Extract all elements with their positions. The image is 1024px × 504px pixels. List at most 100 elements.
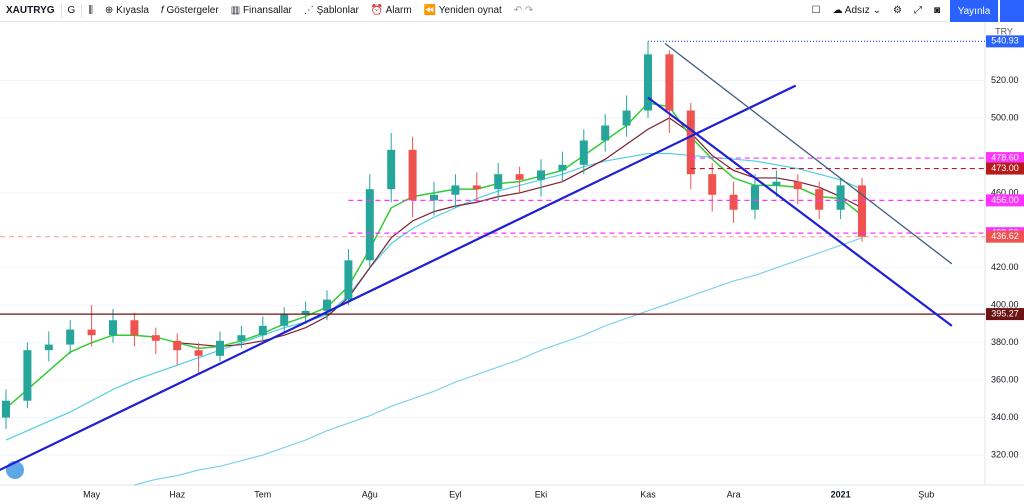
separator (81, 3, 83, 18)
price-label: 436.62 (991, 231, 1019, 241)
candle-body (301, 310, 310, 315)
candle-body (151, 335, 160, 341)
play-button[interactable] (999, 0, 1024, 22)
separator (60, 3, 62, 18)
label: Adsız (844, 5, 870, 16)
x-tick-label: Eki (535, 489, 548, 499)
undo-redo[interactable]: ↶ ↷ (513, 5, 534, 16)
compare[interactable]: ⊕ Kıyasla (104, 5, 149, 16)
label: Alarm (385, 5, 412, 16)
candle-body (280, 314, 289, 326)
expand[interactable]: ⤢ (913, 5, 922, 16)
fullscreen-box[interactable]: ☐ (811, 5, 821, 16)
chart-type[interactable]: ⫼ (88, 5, 93, 16)
candle-body (644, 54, 652, 111)
y-tick-label: 460.00 (991, 187, 1019, 197)
symbol[interactable]: XAUTRYG (6, 5, 55, 16)
y-tick-label: 320.00 (991, 449, 1019, 459)
moving-average (134, 237, 863, 486)
candle-body (44, 344, 53, 351)
alarm[interactable]: ⏰ Alarm (370, 5, 412, 16)
candle-body (515, 174, 524, 180)
candle-body (793, 181, 802, 190)
candle-body (216, 340, 224, 356)
x-tick-label: May (83, 489, 101, 499)
candle-body (23, 350, 32, 401)
label: Finansallar (242, 5, 292, 16)
trend-line (664, 42, 953, 265)
candle-body (472, 185, 481, 190)
candle-body (729, 194, 738, 210)
y-tick-label: 340.00 (991, 412, 1019, 422)
candle-body (494, 174, 503, 190)
candle-body (708, 174, 717, 195)
candle-body (2, 400, 10, 418)
label: Kıyasla (116, 5, 149, 16)
x-tick-label: Ağu (362, 489, 378, 499)
candle-body (686, 110, 695, 175)
replay[interactable]: ⏪ Yeniden oynat (423, 5, 502, 16)
candle-body (87, 329, 96, 336)
price-label-bg (986, 162, 1024, 175)
indicators[interactable]: f Göstergeler (160, 5, 219, 16)
candle-body (537, 170, 545, 180)
candle-body (430, 194, 438, 201)
y-tick-label: 520.00 (991, 75, 1019, 85)
price-label: 478.60 (991, 152, 1019, 162)
candle-body (772, 181, 781, 186)
snapshot[interactable]: ◙ (933, 5, 940, 16)
y-tick-label: 420.00 (991, 262, 1019, 272)
candle-body (836, 185, 845, 210)
x-tick-label: Ara (727, 489, 741, 499)
x-tick-label: Eyl (449, 489, 462, 499)
financials[interactable]: ▥ Finansallar (230, 5, 292, 16)
publish-button[interactable]: Yayınla (950, 0, 998, 22)
price-label-bg (986, 152, 1024, 165)
x-tick-label: Tem (254, 489, 271, 499)
label: Şablonlar (316, 5, 359, 16)
candle-body (66, 329, 75, 345)
x-tick-label: Şub (918, 489, 934, 499)
interval[interactable]: G (67, 5, 76, 16)
price-label: 456.00 (991, 195, 1019, 205)
candle-body (751, 185, 759, 210)
candle-body (237, 335, 246, 341)
candle-body (194, 350, 203, 356)
x-tick-label: Kas (640, 489, 656, 499)
candle-body (173, 340, 182, 351)
trend-line (0, 84, 797, 472)
candle-body (408, 149, 417, 201)
price-label-bg (986, 35, 1024, 48)
y-tick-label: 360.00 (991, 375, 1019, 385)
candle-body (365, 189, 374, 261)
templates[interactable]: ⋰ Şablonlar (303, 5, 359, 16)
toolbar: XAUTRYG G ⫼ ⊕ Kıyasla f Göstergeler ▥ Fi… (0, 0, 1024, 22)
price-label-bg (986, 194, 1024, 207)
candle-body (815, 189, 824, 210)
candle-body (579, 140, 588, 165)
candle-body (258, 325, 267, 336)
moving-average (177, 117, 863, 348)
x-tick-label: 2021 (831, 489, 851, 499)
currency: TRY (995, 26, 1013, 36)
y-tick-label: 500.00 (991, 112, 1019, 122)
trend-line (647, 96, 953, 327)
layout[interactable]: ☁ Adsız ⌄ (832, 5, 881, 16)
price-label: 540.93 (991, 36, 1019, 46)
settings[interactable]: ⚙ (892, 5, 902, 16)
candle-body (622, 110, 631, 126)
candle-body (109, 320, 117, 336)
y-tick-label: 380.00 (991, 337, 1019, 347)
candle-body (387, 149, 396, 190)
price-label-bg (986, 230, 1024, 243)
candle-body (858, 185, 866, 237)
label: Göstergeler (166, 5, 219, 16)
candle-body (130, 320, 139, 336)
chart: TRY 320.00 340.00 360.00 380.00 400.00 420.00… (0, 22, 1024, 499)
price-label-bg (986, 308, 1024, 321)
x-tick-label: Haz (169, 489, 186, 499)
moving-average (5, 102, 863, 409)
label: Yeniden oynat (438, 5, 502, 16)
candle-body (451, 185, 460, 195)
